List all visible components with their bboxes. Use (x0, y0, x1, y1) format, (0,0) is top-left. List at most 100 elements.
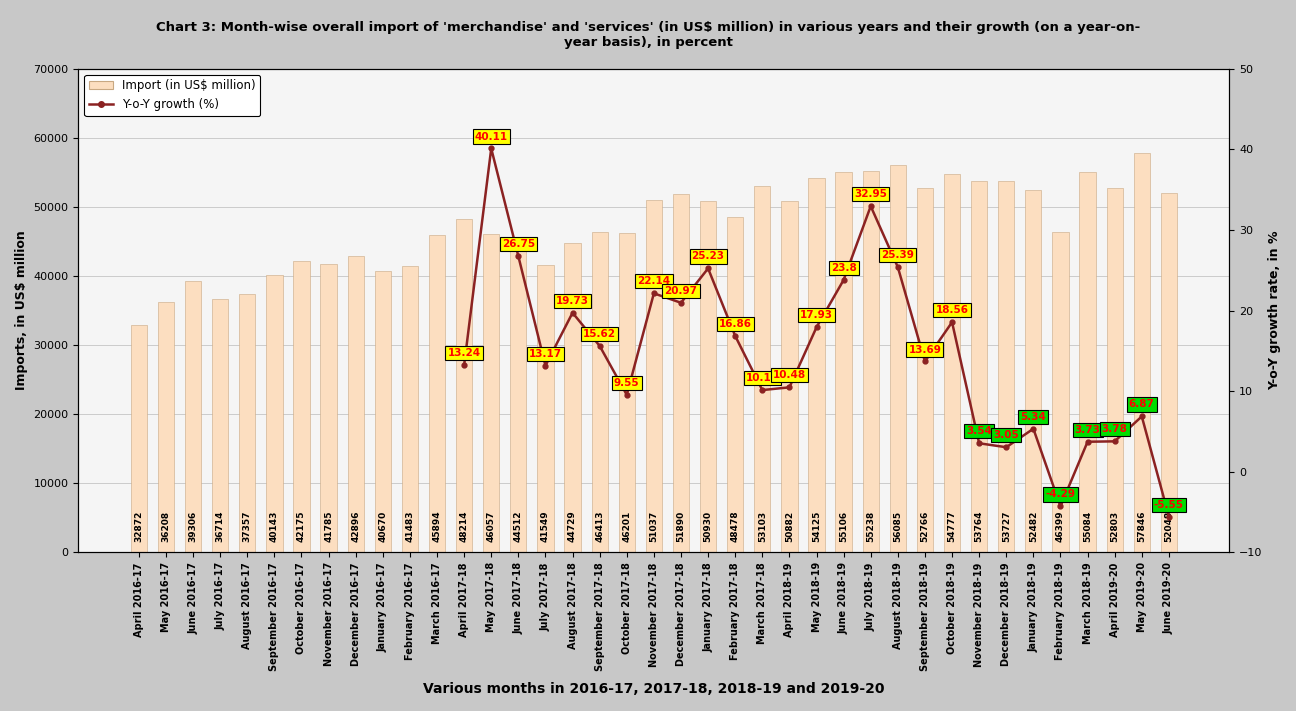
Text: 16.86: 16.86 (719, 319, 752, 329)
Text: 13.69: 13.69 (908, 345, 941, 355)
Text: 42175: 42175 (297, 510, 306, 542)
Bar (998, 181, 1015, 552)
Text: Chart 3: Month-wise overall import of 'merchandise' and 'services' (in US$ milli: Chart 3: Month-wise overall import of 'm… (156, 21, 1140, 49)
Bar (266, 275, 283, 552)
Text: 36714: 36714 (215, 510, 224, 542)
Text: 53727: 53727 (1002, 510, 1011, 542)
Text: 52048: 52048 (1164, 510, 1173, 542)
Bar (131, 326, 146, 552)
Text: 40670: 40670 (378, 510, 388, 542)
Bar (809, 178, 824, 552)
Bar (916, 188, 933, 552)
Bar (293, 261, 310, 552)
Text: 26.75: 26.75 (502, 239, 535, 250)
Bar (943, 174, 960, 552)
Text: 40.11: 40.11 (474, 132, 508, 141)
Text: 57846: 57846 (1138, 510, 1146, 542)
Text: 19.73: 19.73 (556, 296, 590, 306)
Legend: Import (in US$ million), Y-o-Y growth (%): Import (in US$ million), Y-o-Y growth (%… (84, 75, 260, 116)
Text: 52803: 52803 (1111, 511, 1120, 542)
Text: 52482: 52482 (1029, 510, 1038, 542)
Bar (375, 272, 391, 552)
Text: 46057: 46057 (487, 510, 496, 542)
Text: 46201: 46201 (622, 510, 631, 542)
Text: 55084: 55084 (1083, 510, 1093, 542)
Bar (1161, 193, 1177, 552)
Text: 3.73: 3.73 (1074, 424, 1100, 435)
Bar (673, 194, 689, 552)
Text: 25.23: 25.23 (692, 252, 724, 262)
Bar (836, 171, 851, 552)
Text: 5.34: 5.34 (1020, 412, 1046, 422)
Text: 23.8: 23.8 (831, 263, 857, 273)
Text: 44512: 44512 (513, 510, 522, 542)
Bar (1080, 172, 1095, 552)
Bar (1052, 232, 1069, 552)
Text: 13.17: 13.17 (529, 348, 562, 359)
Text: 54777: 54777 (947, 510, 956, 542)
Bar (240, 294, 255, 552)
Text: 37357: 37357 (242, 510, 251, 542)
Text: 51037: 51037 (649, 510, 658, 542)
Bar (863, 171, 879, 552)
Bar (889, 165, 906, 552)
Bar (429, 235, 445, 552)
Text: 36208: 36208 (162, 511, 171, 542)
Y-axis label: Imports, in US$ million: Imports, in US$ million (16, 230, 29, 390)
Text: 42896: 42896 (351, 510, 360, 542)
Text: 56085: 56085 (893, 511, 902, 542)
Bar (158, 302, 174, 552)
Bar (645, 200, 662, 552)
Bar (618, 233, 635, 552)
Text: 40143: 40143 (270, 510, 279, 542)
Bar (971, 181, 988, 552)
Bar (511, 245, 526, 552)
Text: 20.97: 20.97 (665, 286, 697, 296)
Text: 48214: 48214 (460, 510, 469, 542)
Bar (456, 219, 472, 552)
Text: 25.39: 25.39 (881, 250, 914, 260)
Bar (185, 281, 201, 552)
Text: 3.54: 3.54 (967, 427, 993, 437)
Bar (754, 186, 770, 552)
Text: 44729: 44729 (568, 510, 577, 542)
Text: 41785: 41785 (324, 510, 333, 542)
Text: 55106: 55106 (839, 511, 848, 542)
Text: 41549: 41549 (540, 510, 550, 542)
Text: 32872: 32872 (135, 510, 144, 542)
Text: 48478: 48478 (731, 510, 740, 542)
Text: 55238: 55238 (866, 510, 875, 542)
Text: 46413: 46413 (595, 510, 604, 542)
Text: 50930: 50930 (704, 511, 713, 542)
Text: 22.14: 22.14 (638, 277, 670, 287)
Text: 54125: 54125 (813, 510, 820, 542)
Bar (483, 234, 499, 552)
Bar (538, 265, 553, 552)
Text: 3.05: 3.05 (994, 430, 1019, 440)
Bar (1107, 188, 1122, 552)
Text: 10.48: 10.48 (772, 370, 806, 380)
Bar (781, 201, 797, 552)
Text: 53103: 53103 (758, 511, 767, 542)
Text: 6.87: 6.87 (1129, 400, 1155, 410)
Bar (1134, 153, 1150, 552)
Bar (591, 232, 608, 552)
Bar (700, 201, 717, 552)
Text: 13.24: 13.24 (447, 348, 481, 358)
Text: 39306: 39306 (188, 510, 197, 542)
Text: 52766: 52766 (920, 510, 929, 542)
Y-axis label: Y-o-Y growth rate, in %: Y-o-Y growth rate, in % (1267, 231, 1280, 390)
Text: 15.62: 15.62 (583, 329, 616, 339)
Text: -4.29: -4.29 (1046, 489, 1076, 499)
Text: 10.14: 10.14 (745, 373, 779, 383)
Bar (565, 243, 581, 552)
Bar (347, 256, 364, 552)
Text: 17.93: 17.93 (800, 310, 833, 321)
Bar (402, 266, 419, 552)
Bar (1025, 190, 1042, 552)
Text: 3.78: 3.78 (1102, 424, 1128, 434)
Text: 18.56: 18.56 (936, 305, 968, 315)
Text: 41483: 41483 (406, 510, 415, 542)
Text: -5.55: -5.55 (1153, 500, 1185, 510)
Text: 45894: 45894 (433, 510, 442, 542)
